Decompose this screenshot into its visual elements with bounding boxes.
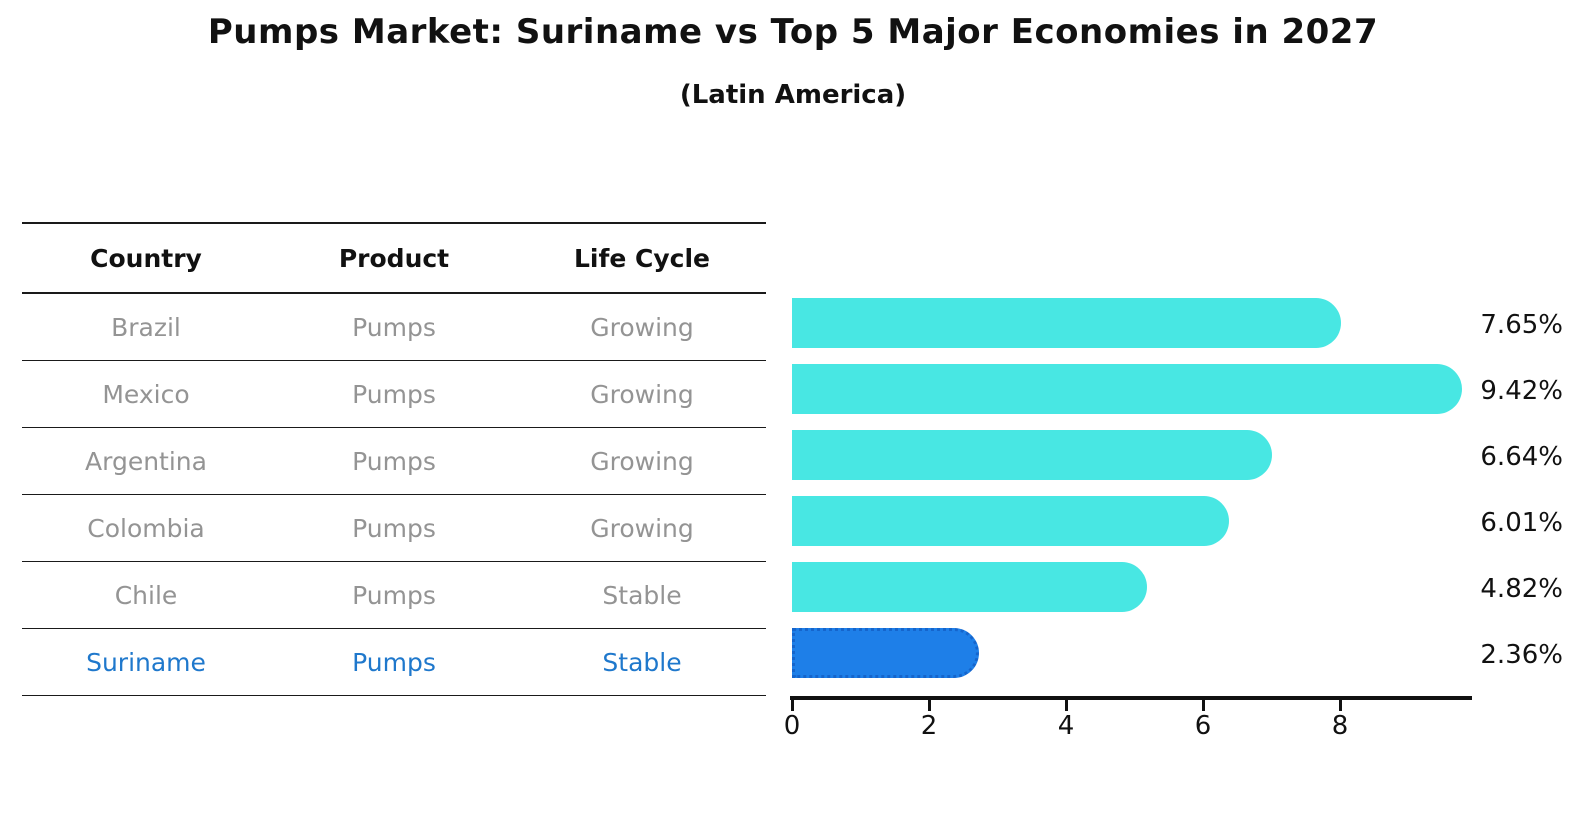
table-header-row: Country Product Life Cycle — [22, 224, 766, 294]
life-cycle-cell: Growing — [590, 312, 694, 342]
product-cell: Pumps — [352, 513, 436, 543]
x-tick-label: 6 — [1194, 711, 1212, 741]
country-cell: Chile — [114, 580, 178, 610]
value-label: 2.36% — [1480, 640, 1563, 670]
life-cycle-cell: Growing — [590, 379, 694, 409]
x-axis-tick — [1201, 700, 1205, 711]
product-cell: Pumps — [352, 379, 436, 409]
table-row: Brazil Pumps Growing — [22, 294, 766, 361]
country-cell: Argentina — [85, 446, 207, 476]
x-tick-label: 2 — [920, 711, 938, 741]
product-cell: Pumps — [352, 580, 436, 610]
country-cell: Colombia — [87, 513, 205, 543]
country-cell: Mexico — [102, 379, 190, 409]
x-axis-tick — [927, 700, 931, 711]
figure-title: Pumps Market: Suriname vs Top 5 Major Ec… — [207, 12, 1379, 52]
table-row: Colombia Pumps Growing — [22, 495, 766, 562]
x-axis-tick — [1064, 700, 1068, 711]
country-cell: Suriname — [86, 647, 206, 677]
column-header-product: Product — [338, 243, 450, 273]
value-label: 6.01% — [1480, 508, 1563, 538]
table-row: Argentina Pumps Growing — [22, 428, 766, 495]
bar-colombia — [792, 496, 1229, 546]
life-cycle-cell: Growing — [590, 446, 694, 476]
x-tick-label: 8 — [1331, 711, 1349, 741]
bar-brazil — [792, 298, 1342, 348]
value-label: 4.82% — [1480, 574, 1563, 604]
column-header-life-cycle: Life Cycle — [573, 243, 711, 273]
country-cell: Brazil — [111, 312, 181, 342]
column-header-country: Country — [90, 243, 202, 273]
country-table: Country Product Life Cycle Brazil Pumps Gr… — [22, 222, 766, 696]
table-row: Chile Pumps Stable — [22, 562, 766, 629]
bar-chile — [792, 562, 1148, 612]
product-cell: Pumps — [352, 312, 436, 342]
table-row: Suriname Pumps Stable — [22, 629, 766, 696]
value-label: 6.64% — [1480, 442, 1563, 472]
product-cell: Pumps — [352, 446, 436, 476]
table-body: Brazil Pumps Growing Mexico Pumps Growing Arge… — [22, 294, 766, 696]
value-label: 7.65% — [1480, 310, 1563, 340]
x-axis-tick — [790, 700, 794, 711]
product-cell: Pumps — [352, 647, 436, 677]
life-cycle-cell: Stable — [602, 647, 682, 677]
life-cycle-cell: Stable — [602, 580, 682, 610]
bar-suriname — [792, 628, 979, 678]
x-axis-tick — [1338, 700, 1342, 711]
bar-argentina — [792, 430, 1272, 480]
value-label: 9.42% — [1480, 376, 1563, 406]
x-tick-label: 0 — [783, 711, 801, 741]
figure-subtitle: (Latin America) — [679, 80, 907, 110]
x-axis-line — [790, 696, 1472, 700]
life-cycle-cell: Growing — [590, 513, 694, 543]
bar-mexico — [792, 364, 1463, 414]
x-tick-label: 4 — [1057, 711, 1075, 741]
table-row: Mexico Pumps Growing — [22, 361, 766, 428]
